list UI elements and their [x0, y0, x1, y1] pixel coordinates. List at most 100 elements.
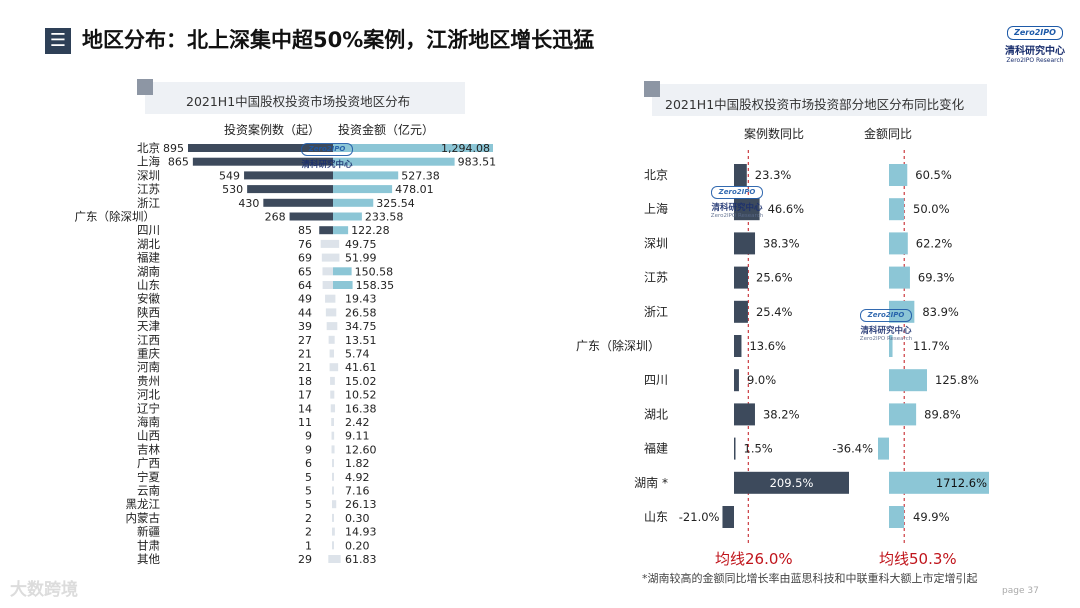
count-label: 44 — [298, 306, 312, 319]
count-bar — [322, 267, 333, 276]
amount-bar — [333, 513, 334, 522]
amount-yoy-bar — [889, 403, 917, 426]
amount-bar — [333, 527, 335, 536]
count-bar — [330, 376, 333, 385]
region-label: 山东 — [644, 510, 668, 524]
count-bar — [332, 472, 333, 481]
count-yoy-label: 209.5% — [770, 476, 814, 490]
region-label: 广东（除深圳） — [576, 338, 660, 353]
count-bar — [328, 555, 333, 563]
region-label: 浙江 — [644, 305, 668, 319]
count-yoy-bar — [734, 471, 849, 494]
watermark-name-en: Zero2IPO Research — [859, 336, 913, 342]
count-label: 9 — [305, 443, 312, 456]
region-label: 上海 — [137, 155, 160, 169]
amount-label: 41.61 — [345, 361, 377, 374]
region-label: 深圳 — [137, 168, 160, 182]
amount-yoy-label: 1712.6% — [936, 476, 987, 490]
amount-label: 7.16 — [345, 485, 370, 498]
amount-label: 983.51 — [458, 156, 497, 169]
region-label: 安徽 — [137, 292, 160, 306]
amount-bar — [333, 226, 349, 235]
right-count-header: 案例数同比 — [744, 127, 805, 141]
amount-bar — [333, 157, 455, 166]
count-bar — [330, 390, 333, 399]
count-bar — [325, 294, 333, 303]
left-count-header: 投资案例数（起） — [224, 123, 321, 137]
brand-logo-mark: Zero2IPO — [1007, 26, 1063, 40]
left-chart-title: 2021H1中国股权投资市场投资地区分布 — [186, 94, 411, 109]
amount-label: 14.93 — [345, 526, 377, 539]
amount-bar — [333, 445, 335, 454]
amount-label: 12.60 — [345, 443, 377, 456]
menu-icon[interactable]: ☰ — [45, 28, 71, 54]
region-label: 福建 — [644, 441, 668, 456]
amount-bar — [333, 198, 374, 207]
count-label: 49 — [298, 293, 312, 306]
region-label: 江西 — [137, 333, 160, 347]
amount-label: 51.99 — [345, 252, 377, 265]
count-bar — [319, 226, 333, 235]
amount-bar — [333, 418, 334, 426]
amount-yoy-label: -36.4% — [832, 442, 873, 456]
amount-yoy-bar — [889, 369, 927, 392]
amount-yoy-bar — [889, 164, 908, 186]
count-bar — [332, 541, 333, 550]
right-chart: 北京 23.3% 60.5% 上海 46.6% 50.0% 深圳 38.3% 62.2% 江苏 25… — [576, 150, 989, 545]
count-bar — [188, 144, 333, 152]
count-yoy-bar — [734, 232, 756, 255]
amount-label: 26.58 — [345, 306, 377, 319]
amount-bar — [333, 404, 336, 413]
count-label: 27 — [298, 334, 312, 347]
watermark-name-en: Zero2IPO Research — [710, 213, 764, 219]
amount-yoy-bar — [889, 232, 908, 255]
count-bar — [332, 459, 333, 468]
amount-yoy-bar — [889, 266, 910, 289]
count-label: 17 — [298, 389, 312, 402]
region-label: 湖南 * — [634, 475, 668, 490]
amount-label: 26.13 — [345, 498, 377, 511]
region-label: 福建 — [137, 251, 160, 265]
amount-yoy-bar — [889, 471, 989, 494]
region-label: 北京 — [644, 168, 668, 182]
count-yoy-label: 46.6% — [768, 202, 805, 216]
region-label: 海南 — [137, 415, 160, 429]
right-chart-header — [652, 84, 987, 116]
count-bar — [329, 349, 333, 358]
amount-bar — [333, 335, 335, 344]
amount-bar — [333, 308, 337, 317]
amount-bar — [333, 171, 399, 180]
amount-bar — [333, 239, 340, 248]
count-bar — [331, 445, 333, 454]
count-label: 11 — [298, 416, 312, 429]
region-label: 内蒙古 — [126, 511, 161, 525]
amount-yoy-label: 125.8% — [935, 373, 979, 387]
region-label: 山东 — [137, 278, 160, 292]
region-label: 山西 — [137, 429, 160, 443]
page-title: 地区分布：北上深集中超50%案例，江浙地区增长迅猛 — [82, 28, 595, 52]
amount-label: 61.83 — [345, 553, 377, 566]
region-label: 广东（除深圳） — [75, 210, 156, 224]
count-bar — [192, 157, 333, 166]
amount-yoy-bar — [878, 437, 889, 460]
count-yoy-bar — [734, 335, 742, 357]
amount-label: 478.01 — [395, 183, 434, 196]
count-yoy-label: 25.4% — [756, 305, 793, 319]
amount-bar — [333, 185, 393, 194]
amount-bar — [333, 294, 336, 303]
amount-label: 34.75 — [345, 320, 377, 333]
watermark-name-cn: 清科研究中心 — [301, 160, 353, 170]
count-yoy-label: 13.6% — [749, 339, 786, 353]
region-label: 甘肃 — [137, 538, 160, 552]
count-yoy-label: 25.6% — [756, 271, 793, 285]
count-label: 65 — [298, 265, 312, 278]
count-bar — [330, 404, 333, 413]
watermark-name-cn: 清科研究中心 — [860, 326, 912, 336]
count-yoy-bar — [734, 300, 748, 323]
amount-label: 19.43 — [345, 293, 377, 306]
amount-label: 0.30 — [345, 512, 370, 525]
count-yoy-bar — [734, 266, 749, 289]
region-label: 宁夏 — [137, 470, 160, 484]
count-bar — [332, 527, 333, 536]
count-bar — [289, 212, 333, 221]
